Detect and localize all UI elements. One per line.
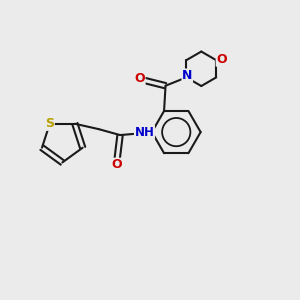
Text: O: O bbox=[216, 53, 227, 66]
Text: O: O bbox=[134, 72, 145, 86]
Text: N: N bbox=[182, 69, 192, 82]
Text: S: S bbox=[45, 117, 54, 130]
Text: NH: NH bbox=[134, 126, 154, 139]
Text: O: O bbox=[112, 158, 122, 171]
